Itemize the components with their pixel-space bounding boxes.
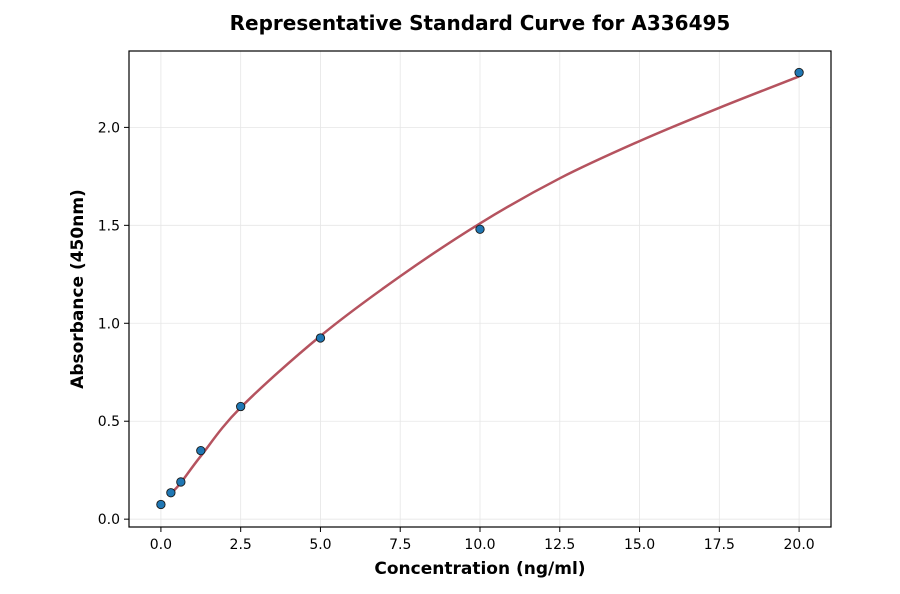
x-tick-label: 5.0 [309, 537, 331, 553]
data-point [196, 445, 206, 456]
data-point [794, 67, 804, 78]
x-tick-label: 10.0 [464, 537, 495, 553]
data-point [236, 401, 246, 412]
y-axis: 0.0 0.5 1.0 1.5 2.0 [98, 120, 129, 528]
data-point [315, 333, 326, 343]
data-points-layer [156, 67, 804, 510]
x-tick-label: 12.5 [544, 537, 575, 553]
data-point [176, 477, 186, 487]
grid [129, 51, 831, 527]
y-tick-label: 1.0 [98, 316, 120, 332]
x-tick-label: 2.5 [230, 537, 252, 553]
y-tick-label: 1.5 [98, 218, 120, 234]
x-axis: 0.0 2.5 5.0 7.5 10.0 12.5 15.0 17.5 20.0 [150, 527, 815, 553]
y-tick-label: 2.0 [98, 120, 120, 136]
data-point [166, 488, 176, 498]
x-axis-label: Concentration (ng/ml) [374, 559, 585, 579]
x-tick-label: 7.5 [389, 537, 411, 553]
fit-curve-layer [169, 75, 800, 495]
fit-curve-line [169, 75, 800, 495]
y-tick-label: 0.0 [98, 512, 120, 528]
x-tick-label: 20.0 [784, 537, 815, 553]
x-tick-label: 15.0 [624, 537, 655, 553]
chart-title: Representative Standard Curve for A33649… [230, 11, 731, 35]
data-point [156, 499, 166, 510]
data-point [475, 224, 485, 234]
x-tick-label: 0.0 [150, 537, 172, 553]
y-tick-label: 0.5 [98, 414, 120, 430]
y-axis-label: Absorbance (450nm) [68, 189, 88, 389]
x-tick-label: 17.5 [704, 537, 735, 553]
